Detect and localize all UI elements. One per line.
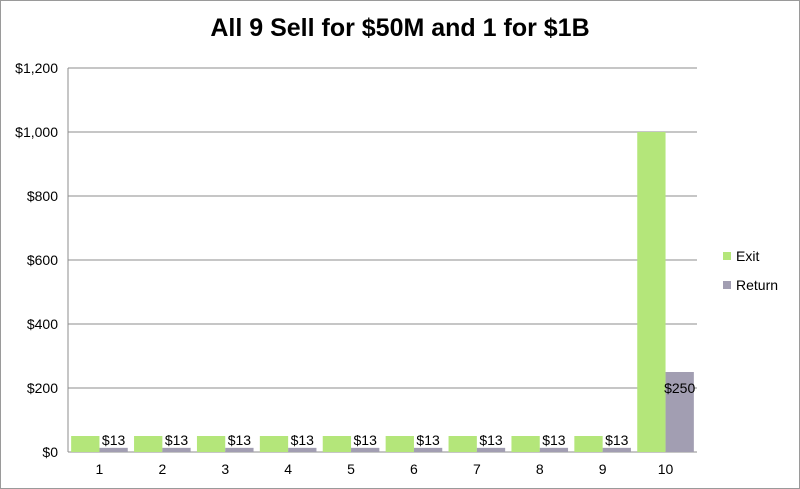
x-tick-label: 1 [96, 461, 104, 477]
y-tick-label: $0 [42, 444, 58, 460]
bar-exit-10 [637, 132, 666, 452]
x-tick-label: 4 [284, 461, 292, 477]
x-tick-label: 5 [347, 461, 355, 477]
bar-return-7 [476, 447, 506, 452]
bar-exit-1 [71, 436, 100, 452]
x-tick-label: 7 [473, 461, 481, 477]
bar-return-9 [602, 447, 631, 452]
bar-return-1 [99, 447, 128, 452]
legend-item-exit: Exit [723, 245, 778, 267]
bar-return-8 [539, 447, 569, 452]
legend-swatch-return [723, 281, 731, 289]
y-tick-label: $400 [27, 316, 58, 332]
legend: Exit Return [723, 245, 778, 303]
legend-label-return: Return [736, 277, 779, 293]
bar-return-5 [351, 447, 380, 452]
x-tick-label: 8 [536, 461, 544, 477]
x-tick-label: 10 [658, 461, 674, 477]
bar-exit-6 [385, 436, 414, 452]
data-label-return: $13 [479, 432, 503, 448]
data-label-return: $13 [291, 432, 315, 448]
bar-return-4 [288, 447, 317, 452]
y-tick-label: $200 [27, 380, 58, 396]
x-tick-label: 2 [158, 461, 166, 477]
y-tick-label: $600 [27, 252, 58, 268]
bar-exit-4 [259, 436, 289, 452]
bar-return-10 [665, 372, 694, 452]
data-label-return: $13 [605, 432, 629, 448]
bar-exit-9 [574, 436, 603, 452]
x-tick-label: 9 [599, 461, 607, 477]
data-label-return: $13 [102, 432, 126, 448]
bar-return-3 [225, 447, 254, 452]
bar-exit-3 [196, 436, 226, 452]
y-tick-label: $800 [27, 188, 58, 204]
bar-exit-7 [448, 436, 477, 452]
legend-item-return: Return [723, 274, 778, 296]
x-tick-label: 3 [221, 461, 229, 477]
bar-return-6 [413, 447, 443, 452]
data-label-return: $13 [165, 432, 189, 448]
y-tick-label: $1,000 [15, 124, 58, 140]
data-label-return: $13 [416, 432, 440, 448]
data-label-return: $13 [542, 432, 566, 448]
data-label-return: $13 [228, 432, 252, 448]
x-tick-label: 6 [410, 461, 418, 477]
bar-exit-5 [322, 436, 352, 452]
y-tick-label: $1,200 [15, 60, 58, 76]
bar-exit-2 [134, 436, 163, 452]
bar-exit-8 [511, 436, 540, 452]
legend-swatch-exit [723, 252, 731, 260]
bar-return-2 [162, 447, 191, 452]
chart-title: All 9 Sell for $50M and 1 for $1B [210, 14, 590, 42]
data-label-return: $13 [354, 432, 378, 448]
legend-label-exit: Exit [736, 248, 760, 264]
data-label-return: $250 [664, 380, 695, 396]
